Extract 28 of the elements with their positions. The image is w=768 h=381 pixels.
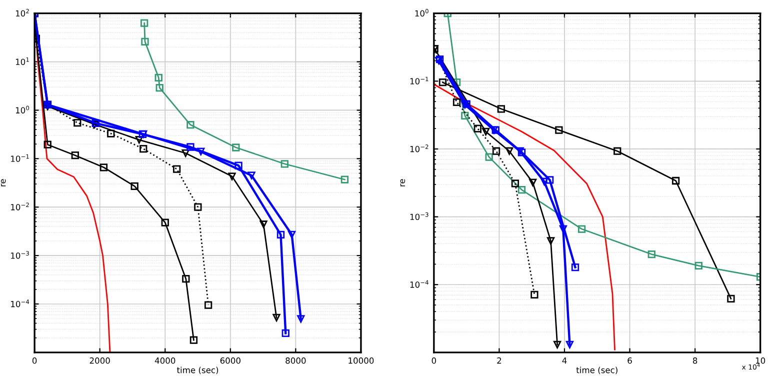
x-tick-label: 8000	[286, 357, 306, 364]
x-tick-label: 6	[628, 357, 632, 364]
x-axis-title: time (sec)	[176, 366, 218, 374]
y-tick-label: 10$^{−4}$	[11, 300, 30, 308]
y-tick-label: 10$^{−2}$	[11, 202, 29, 210]
x-tick-label: 10000	[348, 357, 374, 364]
y-tick-label: 10$^{−1}$	[410, 76, 428, 84]
y-tick-label: 10$^{−4}$	[410, 280, 428, 288]
x-axis-title: time (sec)	[576, 366, 618, 374]
x-tick-label: 6000	[220, 357, 240, 364]
x-tick-label: 0	[432, 357, 436, 364]
y-tick-label: 10$^{−1}$	[11, 154, 29, 162]
x-tick-label: 2	[497, 357, 502, 364]
x-tick-label: 10	[756, 357, 766, 364]
y-tick-label: 10$^{0}$	[16, 106, 30, 114]
x-tick-label: 4	[562, 358, 567, 364]
y-tick-label: 10$^{−2}$	[410, 144, 428, 152]
y-tick-label: 10$^{−3}$	[410, 212, 428, 220]
x-tick-label: 8	[692, 357, 698, 364]
y-axis-title: re	[400, 179, 406, 186]
x-tick-label: 2000	[90, 357, 110, 364]
y-tick-label: 10$^{−3}$	[11, 251, 29, 259]
y-axis-title: re	[0, 179, 6, 186]
x-tick-label: 0	[32, 357, 37, 364]
y-tick-label: 10$^{0}$	[415, 8, 428, 17]
y-tick-label: 10$^{1}$	[16, 57, 29, 66]
x-tick-label: 4000	[154, 357, 176, 364]
y-tick-label: 10$^{2}$	[16, 8, 29, 17]
